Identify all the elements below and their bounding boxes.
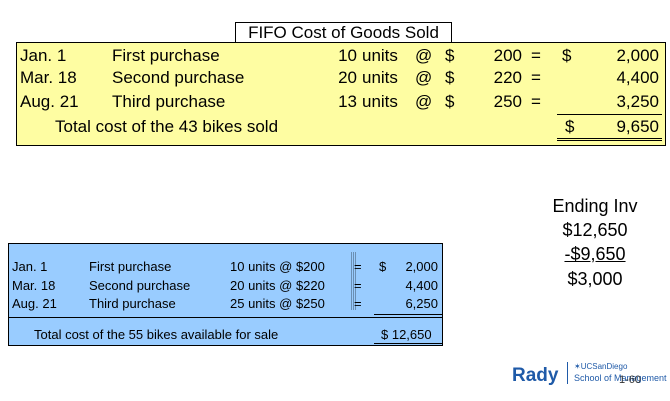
- fifo-qty: 20: [338, 68, 357, 87]
- avail-total-label: Total cost of the 55 bikes available for…: [34, 327, 279, 342]
- fifo-currency: $: [445, 92, 455, 111]
- avail-calc: 20 units @ $220: [230, 278, 325, 293]
- ending-inv-title: Ending Inv: [552, 196, 638, 216]
- fifo-desc: Third purchase: [112, 92, 226, 111]
- avail-desc: First purchase: [89, 259, 172, 274]
- ending-inv-line2: -$9,650: [564, 244, 626, 264]
- fifo-total: 2,000: [616, 46, 659, 65]
- sum-line: [374, 314, 442, 315]
- fifo-desc: First purchase: [112, 46, 220, 65]
- column-rule: [353, 252, 354, 310]
- avail-dollar: $: [379, 259, 387, 274]
- available-table: Jan. 1 First purchase 10 units @ $200 = …: [8, 243, 443, 346]
- avail-equals: =: [354, 259, 362, 274]
- rady-logo: Rady: [512, 365, 559, 386]
- logo-separator: [567, 362, 568, 384]
- fifo-unit: units: [362, 68, 398, 87]
- ending-inv-line1: $12,650: [562, 220, 628, 240]
- fifo-equals: =: [531, 68, 541, 87]
- avail-total: 6,250: [405, 296, 438, 311]
- avail-desc: Third purchase: [89, 296, 176, 311]
- avail-total: 4,400: [405, 278, 438, 293]
- avail-calc: 10 units @ $200: [230, 259, 325, 274]
- fifo-at: @: [415, 46, 433, 65]
- fifo-double-line-1: [557, 138, 662, 139]
- divider: [9, 317, 442, 318]
- avail-calc: 25 units @ $250: [230, 296, 325, 311]
- column-rule: [351, 252, 352, 310]
- fifo-date: Aug. 21: [20, 92, 79, 111]
- fifo-dollar: $: [562, 46, 572, 65]
- ending-inv-line3: $3,000: [567, 269, 623, 289]
- fifo-desc: Second purchase: [112, 68, 245, 87]
- ucsd-logo: ✶UCSanDiego: [574, 362, 627, 372]
- fifo-unit: units: [362, 92, 398, 111]
- fifo-equals: =: [531, 46, 541, 65]
- fifo-table: Jan. 1 First purchase 10 units @ $ 200 =…: [16, 42, 666, 146]
- fifo-unit: units: [362, 46, 398, 65]
- fifo-price: 200: [493, 46, 522, 65]
- avail-equals: =: [354, 296, 362, 311]
- avail-total: 2,000: [405, 259, 438, 274]
- fifo-total: 4,400: [616, 68, 659, 87]
- fifo-date: Jan. 1: [20, 46, 67, 65]
- avail-date: Mar. 18: [12, 278, 56, 293]
- double-line-2: [374, 345, 442, 346]
- ucsd-wordmark: UCSanDiego: [580, 362, 628, 371]
- fifo-date: Mar. 18: [20, 68, 77, 87]
- fifo-total-label: Total cost of the 43 bikes sold: [55, 117, 279, 136]
- fifo-qty: 10: [338, 46, 357, 65]
- fifo-equals: =: [531, 92, 541, 111]
- fifo-at: @: [415, 68, 433, 87]
- avail-desc: Second purchase: [89, 278, 191, 293]
- fifo-double-line-2: [557, 140, 662, 141]
- fifo-sum-line: [557, 114, 662, 115]
- ucsd-star-icon: ✶: [574, 362, 581, 371]
- double-line-1: [374, 343, 442, 344]
- avail-total-value: $ 12,650: [381, 327, 432, 342]
- fifo-qty: 13: [338, 92, 357, 111]
- fifo-at: @: [415, 92, 433, 111]
- fifo-title: FIFO Cost of Goods Sold: [235, 22, 452, 43]
- fifo-currency: $: [445, 46, 455, 65]
- fifo-currency: $: [445, 68, 455, 87]
- avail-date: Aug. 21: [12, 296, 57, 311]
- avail-equals: =: [354, 278, 362, 293]
- avail-date: Jan. 1: [12, 259, 48, 274]
- page-number: 1-60: [619, 374, 642, 386]
- fifo-total: 3,250: [616, 92, 659, 111]
- fifo-price: 250: [493, 92, 522, 111]
- school-name: School of Management: [574, 373, 667, 383]
- column-rule: [355, 252, 356, 310]
- fifo-total-dollar: $: [565, 117, 575, 136]
- fifo-total-value: 9,650: [616, 117, 659, 136]
- fifo-price: 220: [493, 68, 522, 87]
